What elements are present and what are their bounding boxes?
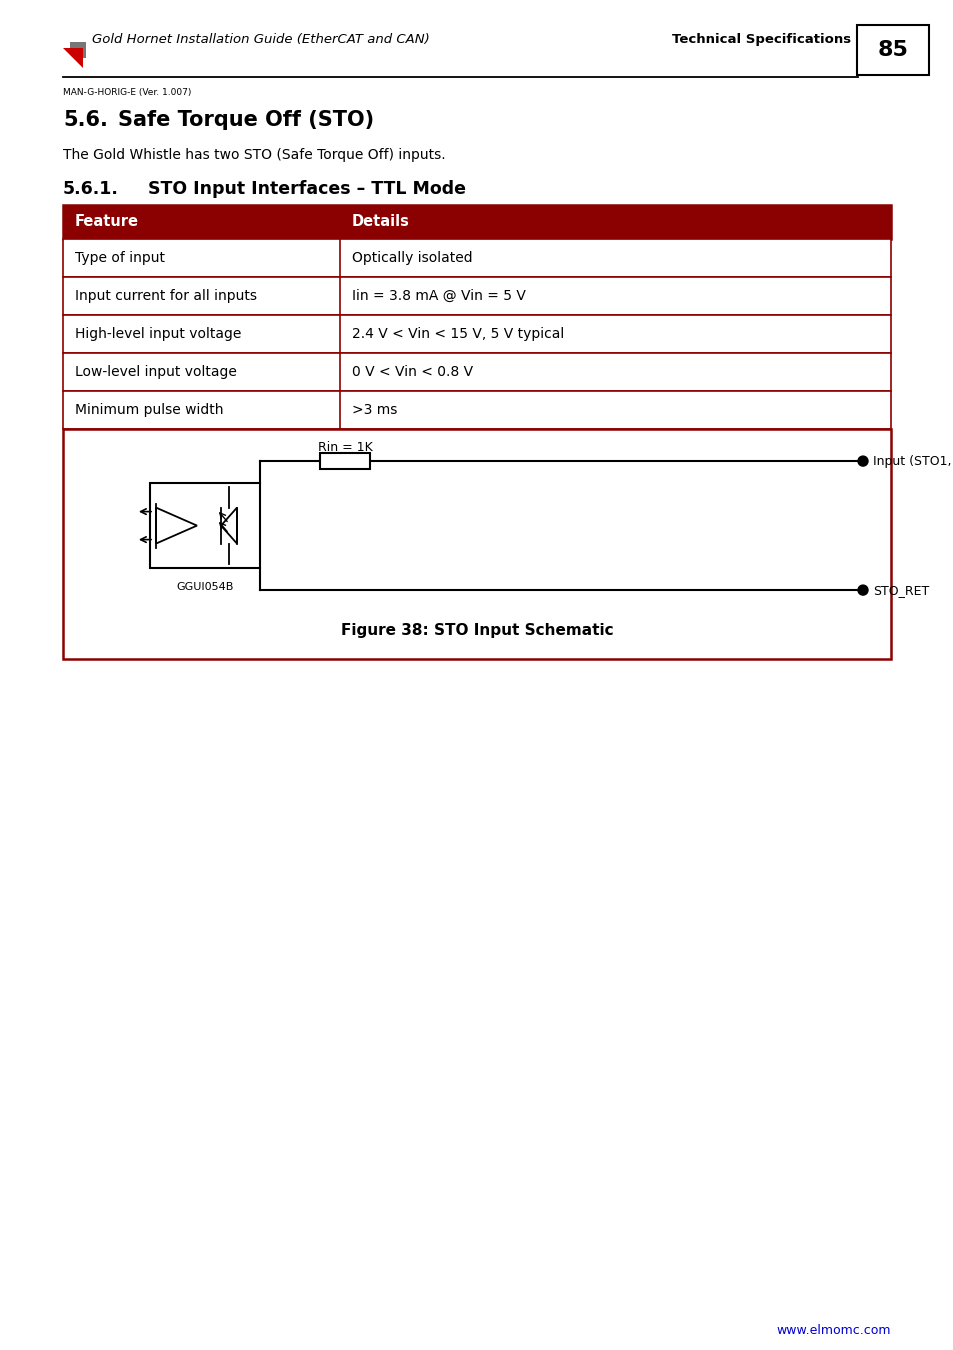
Text: 2.4 V < Vin < 15 V, 5 V typical: 2.4 V < Vin < 15 V, 5 V typical: [352, 327, 563, 342]
Text: >3 ms: >3 ms: [352, 404, 397, 417]
Text: Details: Details: [352, 215, 410, 230]
Text: MAN-G-HORIG-E (Ver. 1.007): MAN-G-HORIG-E (Ver. 1.007): [63, 88, 192, 97]
Bar: [150, 483, 260, 568]
Bar: [63, 205, 890, 239]
Text: GGUI054B: GGUI054B: [176, 582, 233, 593]
Text: 0 V < Vin < 0.8 V: 0 V < Vin < 0.8 V: [352, 364, 473, 379]
Text: Feature: Feature: [75, 215, 139, 230]
Text: 5.6.1.: 5.6.1.: [63, 180, 119, 198]
Bar: [63, 429, 890, 659]
Bar: [319, 454, 370, 468]
Bar: [63, 49, 83, 68]
Text: Safe Torque Off (STO): Safe Torque Off (STO): [118, 109, 374, 130]
Text: Rin = 1K: Rin = 1K: [317, 441, 372, 454]
Text: Iin = 3.8 mA @ Vin = 5 V: Iin = 3.8 mA @ Vin = 5 V: [352, 289, 525, 302]
Text: Low-level input voltage: Low-level input voltage: [75, 364, 236, 379]
Bar: [63, 352, 890, 392]
Text: Input current for all inputs: Input current for all inputs: [75, 289, 256, 302]
Bar: [856, 26, 928, 76]
Circle shape: [857, 456, 867, 466]
Bar: [70, 42, 86, 58]
Text: Figure 38: STO Input Schematic: Figure 38: STO Input Schematic: [340, 624, 613, 639]
Text: Optically isolated: Optically isolated: [352, 251, 472, 265]
Text: STO Input Interfaces – TTL Mode: STO Input Interfaces – TTL Mode: [148, 180, 465, 198]
Text: Input (STO1, STO2): Input (STO1, STO2): [872, 455, 953, 467]
Bar: [63, 315, 890, 352]
Text: www.elmomc.com: www.elmomc.com: [776, 1323, 890, 1336]
Circle shape: [857, 585, 867, 595]
Text: High-level input voltage: High-level input voltage: [75, 327, 241, 342]
Text: 5.6.: 5.6.: [63, 109, 108, 130]
Polygon shape: [63, 49, 83, 68]
Bar: [63, 392, 890, 429]
Text: Technical Specifications: Technical Specifications: [671, 34, 850, 46]
Bar: [63, 277, 890, 315]
Text: STO_RET: STO_RET: [872, 583, 928, 597]
Text: Gold Hornet Installation Guide (EtherCAT and CAN): Gold Hornet Installation Guide (EtherCAT…: [91, 34, 429, 46]
Text: The Gold Whistle has two STO (Safe Torque Off) inputs.: The Gold Whistle has two STO (Safe Torqu…: [63, 148, 445, 162]
Bar: [63, 239, 890, 277]
Text: 85: 85: [877, 40, 907, 59]
Text: Type of input: Type of input: [75, 251, 165, 265]
Text: Minimum pulse width: Minimum pulse width: [75, 404, 223, 417]
